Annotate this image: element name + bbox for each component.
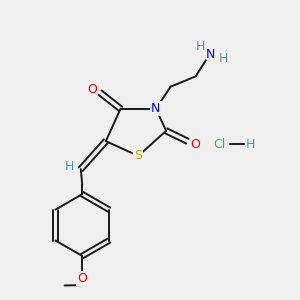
Text: O: O <box>87 83 97 96</box>
Text: S: S <box>134 149 142 162</box>
Text: N: N <box>206 48 215 61</box>
Text: N: N <box>151 102 160 115</box>
Text: H: H <box>245 138 255 151</box>
Text: H: H <box>65 160 74 173</box>
Text: O: O <box>191 138 201 151</box>
Text: H: H <box>219 52 228 65</box>
Text: H: H <box>196 40 205 53</box>
Text: Cl: Cl <box>213 138 225 151</box>
Text: O: O <box>77 272 87 285</box>
